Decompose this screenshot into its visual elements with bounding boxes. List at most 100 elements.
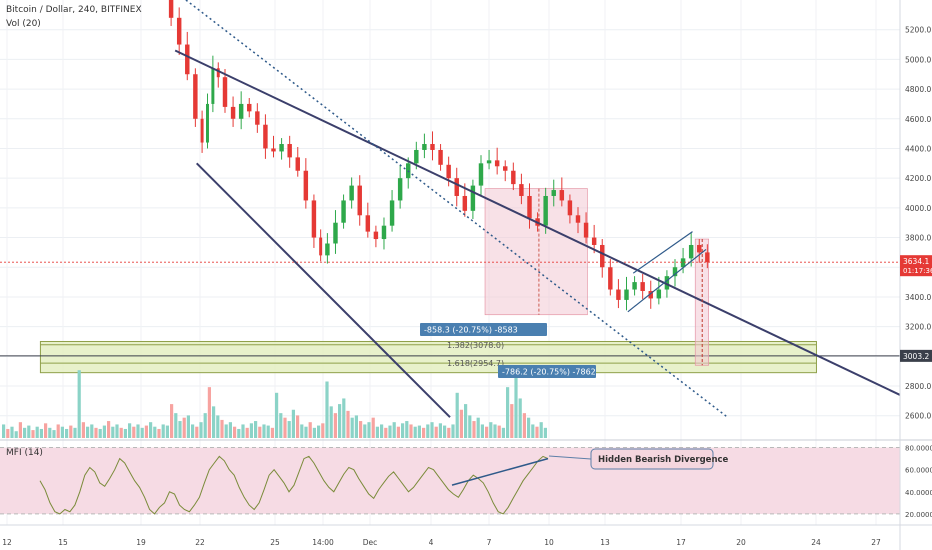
- volume-bar-27: [115, 424, 119, 438]
- candle-body-47: [527, 195, 532, 219]
- wedge-line-1: [195, 162, 451, 418]
- fib-level-label-0: 1.382(3078.0): [447, 341, 504, 350]
- candle-body-9: [222, 77, 228, 107]
- candle-body-12: [247, 103, 252, 112]
- volume-bar-71: [300, 424, 304, 438]
- volume-bar-98: [413, 426, 417, 438]
- volume-bar-82: [346, 410, 350, 438]
- volume-bar-107: [451, 424, 455, 438]
- volume-bar-102: [430, 422, 434, 438]
- volume-bar-63: [266, 425, 270, 438]
- volume-bars: [2, 370, 547, 438]
- volume-bar-99: [417, 425, 421, 438]
- volume-bar-90: [380, 424, 384, 438]
- volume-bar-68: [287, 421, 291, 438]
- price-tick-11: 4800.0: [905, 85, 931, 94]
- mfi-tick-3: 80.0000: [905, 445, 932, 453]
- candle-body-27: [365, 215, 371, 232]
- volume-bar-65: [275, 392, 279, 438]
- candle-body-24: [341, 200, 346, 223]
- volume-bar-84: [354, 415, 358, 438]
- candle-body-52: [567, 200, 573, 216]
- symbol-title: Bitcoin / Dollar, 240, BITFINEX: [6, 5, 142, 15]
- candle-body-45: [511, 170, 516, 185]
- volume-bar-15: [65, 428, 69, 438]
- volume-bar-59: [249, 423, 253, 438]
- volume-bar-105: [443, 425, 447, 438]
- candle-body-34: [422, 144, 427, 150]
- volume-bar-54: [228, 422, 232, 438]
- volume-bar-106: [447, 427, 451, 438]
- volume-bar-80: [338, 404, 342, 438]
- price-tick-3: 3200.0: [905, 323, 931, 332]
- volume-bar-21: [90, 424, 94, 438]
- volume-bar-114: [480, 424, 484, 438]
- candle-body-25: [349, 185, 354, 201]
- volume-bar-48: [203, 413, 207, 438]
- candle-body-39: [462, 195, 468, 211]
- volume-bar-86: [363, 424, 367, 438]
- candle-body-63: [656, 289, 662, 299]
- volume-bar-12: [52, 430, 56, 438]
- level-label: 3003.2: [903, 352, 929, 361]
- candle-body-30: [389, 200, 395, 226]
- volume-bar-125: [527, 417, 531, 438]
- volume-bar-62: [262, 424, 266, 438]
- fib-zone: 1.382(3078.0) 1.618(2954.7): [0, 341, 900, 374]
- candle-body-19: [303, 170, 309, 201]
- volume-bar-89: [375, 426, 379, 438]
- volume-bar-10: [44, 423, 48, 438]
- volume-bar-6: [27, 425, 31, 438]
- candle-body-44: [503, 166, 508, 171]
- volume-bar-14: [60, 426, 64, 438]
- volume-bar-55: [233, 426, 237, 438]
- candle-body-10: [230, 106, 236, 119]
- volume-bar-17: [73, 427, 77, 438]
- time-tick-13: 24: [811, 538, 821, 547]
- candles: [168, 0, 710, 311]
- volume-bar-46: [195, 426, 199, 438]
- wedge-line-0: [174, 49, 901, 396]
- price-tick-10: 4600.0: [905, 115, 931, 124]
- volume-bar-28: [119, 427, 123, 438]
- volume-bar-45: [191, 424, 195, 438]
- volume-bar-73: [308, 422, 312, 438]
- candle-body-13: [255, 111, 260, 125]
- volume-bar-118: [497, 425, 501, 438]
- candle-body-59: [624, 289, 629, 300]
- volume-bar-24: [102, 425, 106, 438]
- candle-body-65: [672, 267, 678, 277]
- measure-label-1: -786.2 (-20.75%) -7862: [502, 368, 596, 377]
- volume-bar-83: [350, 417, 354, 438]
- candle-body-35: [430, 144, 435, 150]
- volume-bar-79: [333, 413, 337, 438]
- volume-bar-19: [81, 422, 85, 438]
- candle-body-14: [263, 124, 268, 149]
- volume-bar-122: [514, 370, 518, 438]
- current-price-label: 3634.1: [903, 257, 929, 266]
- volume-bar-56: [237, 428, 241, 438]
- price-tick-4: 3400.0: [905, 293, 931, 302]
- volume-bar-77: [325, 381, 329, 438]
- volume-bar-116: [489, 422, 493, 438]
- candle-body-3: [185, 44, 190, 75]
- time-tick-5: 14:00: [312, 538, 334, 547]
- volume-bar-76: [321, 423, 325, 438]
- candle-body-7: [211, 68, 215, 104]
- measure-label-0: -858.3 (-20.75%) -8583: [424, 326, 518, 335]
- volume-bar-33: [140, 427, 144, 438]
- candle-body-4: [193, 74, 198, 119]
- volume-bar-57: [241, 424, 245, 438]
- volume-bar-5: [23, 427, 27, 438]
- divergence-callout-pointer: [548, 455, 592, 460]
- volume-bar-30: [128, 423, 132, 438]
- volume-bar-126: [531, 424, 535, 438]
- volume-bar-95: [401, 423, 405, 438]
- volume-bar-117: [493, 424, 497, 438]
- time-tick-14: 27: [871, 538, 881, 547]
- candle-body-20: [311, 200, 317, 238]
- volume-bar-115: [485, 426, 489, 438]
- price-tick-9: 4400.0: [905, 144, 931, 153]
- volume-bar-4: [18, 422, 22, 438]
